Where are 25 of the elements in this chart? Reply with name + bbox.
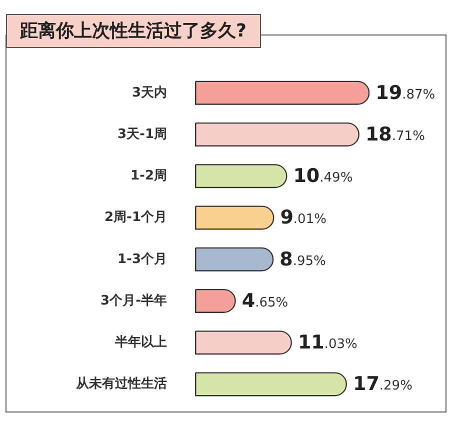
bar bbox=[195, 372, 347, 396]
y-tick-label: 3个月-半年 bbox=[100, 293, 167, 308]
y-tick-label: 1-3个月 bbox=[118, 252, 167, 267]
data-label: 18.71% bbox=[365, 123, 425, 146]
y-tick-label: 1-2周 bbox=[130, 168, 167, 184]
data-label: 4.65% bbox=[242, 290, 288, 312]
data-label: 9.01% bbox=[280, 206, 326, 229]
bar bbox=[195, 288, 236, 313]
y-tick-label: 3天-1周 bbox=[118, 126, 167, 142]
data-label: 8.95% bbox=[280, 248, 326, 270]
data-label: 10.49% bbox=[293, 165, 353, 188]
data-label: 19.87% bbox=[376, 82, 436, 104]
y-tick-label: 从未有过性生活 bbox=[75, 376, 167, 392]
y-tick-label: 2周-1个月 bbox=[104, 210, 167, 226]
y-tick-label: 半年以上 bbox=[114, 335, 167, 350]
bar bbox=[195, 80, 370, 105]
bar bbox=[195, 122, 360, 146]
bar bbox=[195, 330, 292, 355]
bar bbox=[195, 247, 274, 272]
data-label: 17.29% bbox=[352, 373, 412, 396]
chart-title: 距离你上次性生活过了多久? bbox=[19, 20, 246, 42]
data-label: 11.03% bbox=[298, 332, 358, 354]
bar bbox=[195, 206, 274, 230]
bar bbox=[195, 164, 288, 188]
y-tick-label: 3天内 bbox=[132, 85, 167, 100]
